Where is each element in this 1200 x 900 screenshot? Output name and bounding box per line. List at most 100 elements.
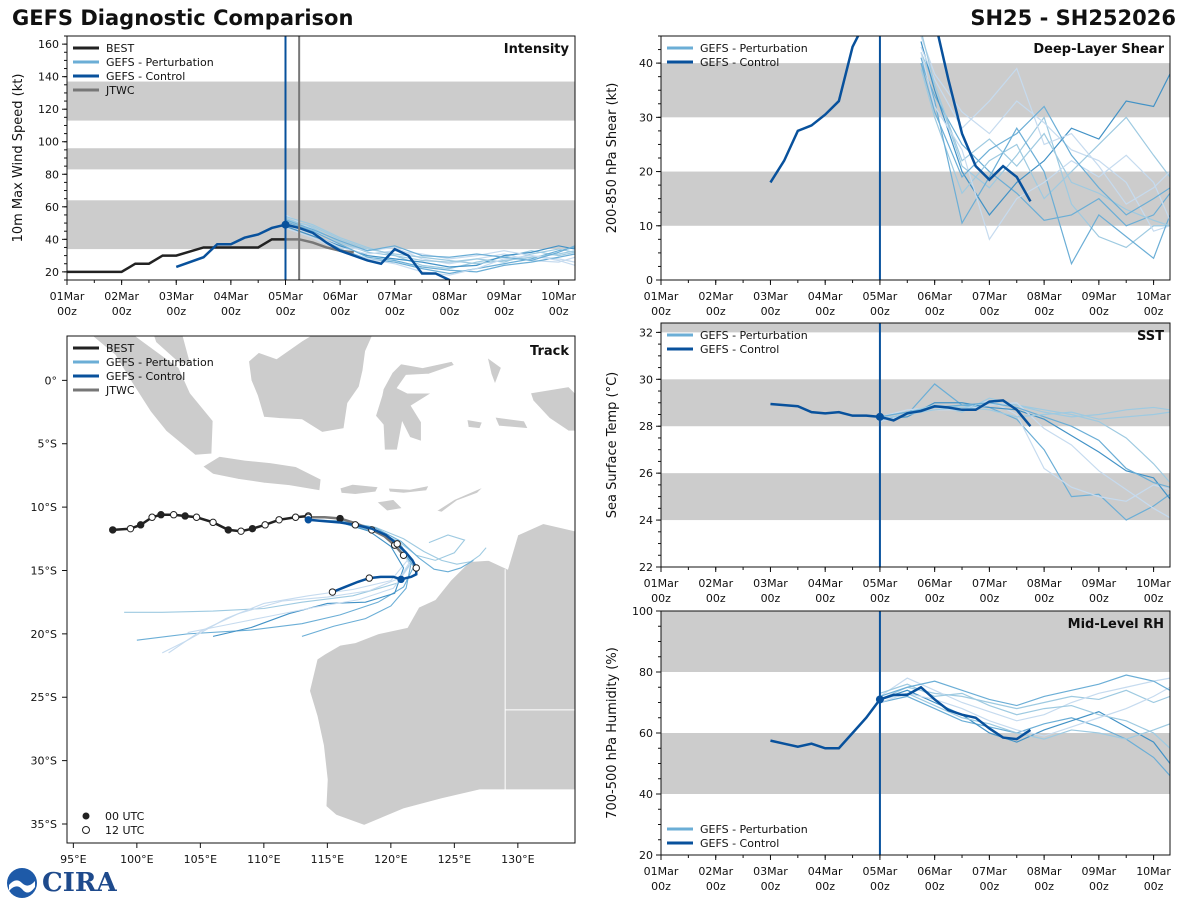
legend-label-12utc: 12 UTC <box>105 824 145 837</box>
perturbation-line <box>879 383 1170 521</box>
x-tick-label-hour: 00z <box>549 305 569 318</box>
legend-marker-00utc <box>82 812 90 820</box>
x-tick-label-date: 10Mar <box>1136 577 1171 590</box>
y-tick-label: 80 <box>45 168 59 181</box>
x-tick-label-date: 06Mar <box>917 577 952 590</box>
plot-area <box>661 611 1170 855</box>
x-tick-label-date: 09Mar <box>1081 865 1116 878</box>
x-tick-label-hour: 00z <box>1144 305 1164 318</box>
best-fix-marker <box>224 526 232 534</box>
lat-tick-label: 15°S <box>31 564 57 577</box>
x-tick-label-date: 04Mar <box>213 290 248 303</box>
x-tick-label-hour: 00z <box>1089 880 1109 893</box>
y-tick-label: 40 <box>639 57 653 70</box>
lat-tick-label: 5°S <box>38 438 57 451</box>
x-tick-label-date: 03Mar <box>753 865 788 878</box>
x-tick-label-date: 03Mar <box>753 577 788 590</box>
noaa-emblem-icon <box>7 868 37 898</box>
perturbation-line <box>879 692 1170 740</box>
lat-tick-label: 0° <box>45 374 58 387</box>
best-fix-marker <box>192 513 201 521</box>
x-tick-label-date: 01Mar <box>50 290 85 303</box>
x-tick-label-hour: 00z <box>651 880 671 893</box>
y-tick-label: 24 <box>639 514 653 527</box>
land-australia <box>309 523 575 826</box>
legend-label-pert: GEFS - Perturbation <box>700 823 808 836</box>
panel-title: Intensity <box>504 42 570 57</box>
y-tick-label: 60 <box>45 201 59 214</box>
perturbation-line <box>879 674 1170 707</box>
x-tick-label-hour: 00z <box>1144 880 1164 893</box>
x-tick-label-hour: 00z <box>330 305 350 318</box>
threshold-band <box>661 611 1170 672</box>
x-tick-label-date: 09Mar <box>1081 290 1116 303</box>
y-axis-label: 10m Max Wind Speed (kt) <box>11 74 26 243</box>
x-tick-label-hour: 00z <box>706 880 726 893</box>
intensity-panel: 20 40 60 80 100 120 140 160 01Mar 00z 02Mar 00z 03Ma… <box>11 35 576 318</box>
best-fix-marker <box>209 518 217 527</box>
x-tick-label-date: 03Mar <box>159 290 194 303</box>
y-axis-label: 700-500 hPa Humidity (%) <box>605 647 620 819</box>
x-tick-label-date: 10Mar <box>1136 290 1171 303</box>
perturbation-line <box>879 677 1170 722</box>
x-tick-label-hour: 00z <box>925 880 945 893</box>
x-tick-label-date: 04Mar <box>808 865 843 878</box>
x-tick-label-hour: 00z <box>112 305 132 318</box>
perturbation-line <box>920 46 1170 205</box>
control-init-marker <box>281 220 290 229</box>
control-line <box>770 685 1032 750</box>
x-tick-label-date: 05Mar <box>863 865 898 878</box>
perturbation-track <box>212 519 405 637</box>
perturbation-line <box>285 225 575 268</box>
jtwc-fix-marker <box>336 514 344 523</box>
x-tick-label-hour: 00z <box>979 305 999 318</box>
threshold-band <box>661 733 1170 794</box>
x-tick-label-date: 06Mar <box>323 290 358 303</box>
land-sumatra <box>91 336 214 456</box>
x-tick-label-hour: 00z <box>761 305 781 318</box>
legend-label-00utc: 00 UTC <box>105 810 145 823</box>
x-tick-label-hour: 00z <box>166 305 186 318</box>
x-tick-label-date: 10Mar <box>541 290 576 303</box>
x-tick-label-hour: 00z <box>1034 880 1054 893</box>
x-tick-label-date: 10Mar <box>1136 865 1171 878</box>
control-init-marker <box>875 695 884 704</box>
panel-title: Deep-Layer Shear <box>1033 42 1164 57</box>
x-tick-label-date: 05Mar <box>863 290 898 303</box>
x-tick-label-date: 05Mar <box>268 290 303 303</box>
plot-area <box>67 36 575 280</box>
perturbation-line <box>879 402 1170 500</box>
control-line <box>175 223 452 280</box>
control-fix-marker <box>328 588 337 596</box>
y-tick-label: 26 <box>639 467 653 480</box>
x-tick-label-hour: 00z <box>1144 592 1164 605</box>
y-tick-label: 40 <box>45 233 59 246</box>
land-borneo <box>248 336 373 433</box>
x-tick-label-date: 07Mar <box>377 290 412 303</box>
land-malay-peninsula <box>153 336 191 365</box>
lat-tick-label: 25°S <box>31 691 57 704</box>
legend-label-pert: GEFS - Perturbation <box>106 56 214 69</box>
land-new-guinea-west <box>530 386 575 432</box>
legend-label-best: BEST <box>106 42 134 55</box>
perturbation-line <box>879 397 1170 483</box>
track-map-panel: 95°E 100°E 105°E 110°E 115°E 120°E 125°E 130°E 0… <box>31 335 576 866</box>
legend-label-jtwc: JTWC <box>105 84 135 97</box>
x-tick-label-date: 04Mar <box>808 577 843 590</box>
lat-tick-label: 10°S <box>31 501 57 514</box>
threshold-band <box>661 323 1170 333</box>
best-fix-marker <box>248 524 257 533</box>
panel-title: Track <box>530 344 569 359</box>
land-sumba <box>375 499 404 512</box>
x-tick-label-hour: 00z <box>815 880 835 893</box>
lon-tick-label: 95°E <box>60 853 86 866</box>
perturbation-line <box>920 68 1170 200</box>
lat-tick-label: 30°S <box>31 755 57 768</box>
perturbation-line <box>920 52 1170 241</box>
x-tick-label-date: 02Mar <box>698 290 733 303</box>
legend-label-control: GEFS - Control <box>106 370 185 383</box>
x-tick-label-hour: 00z <box>870 305 890 318</box>
perturbation-line <box>879 406 1170 420</box>
x-tick-label-hour: 00z <box>1034 305 1054 318</box>
best-fix-marker <box>126 524 135 533</box>
